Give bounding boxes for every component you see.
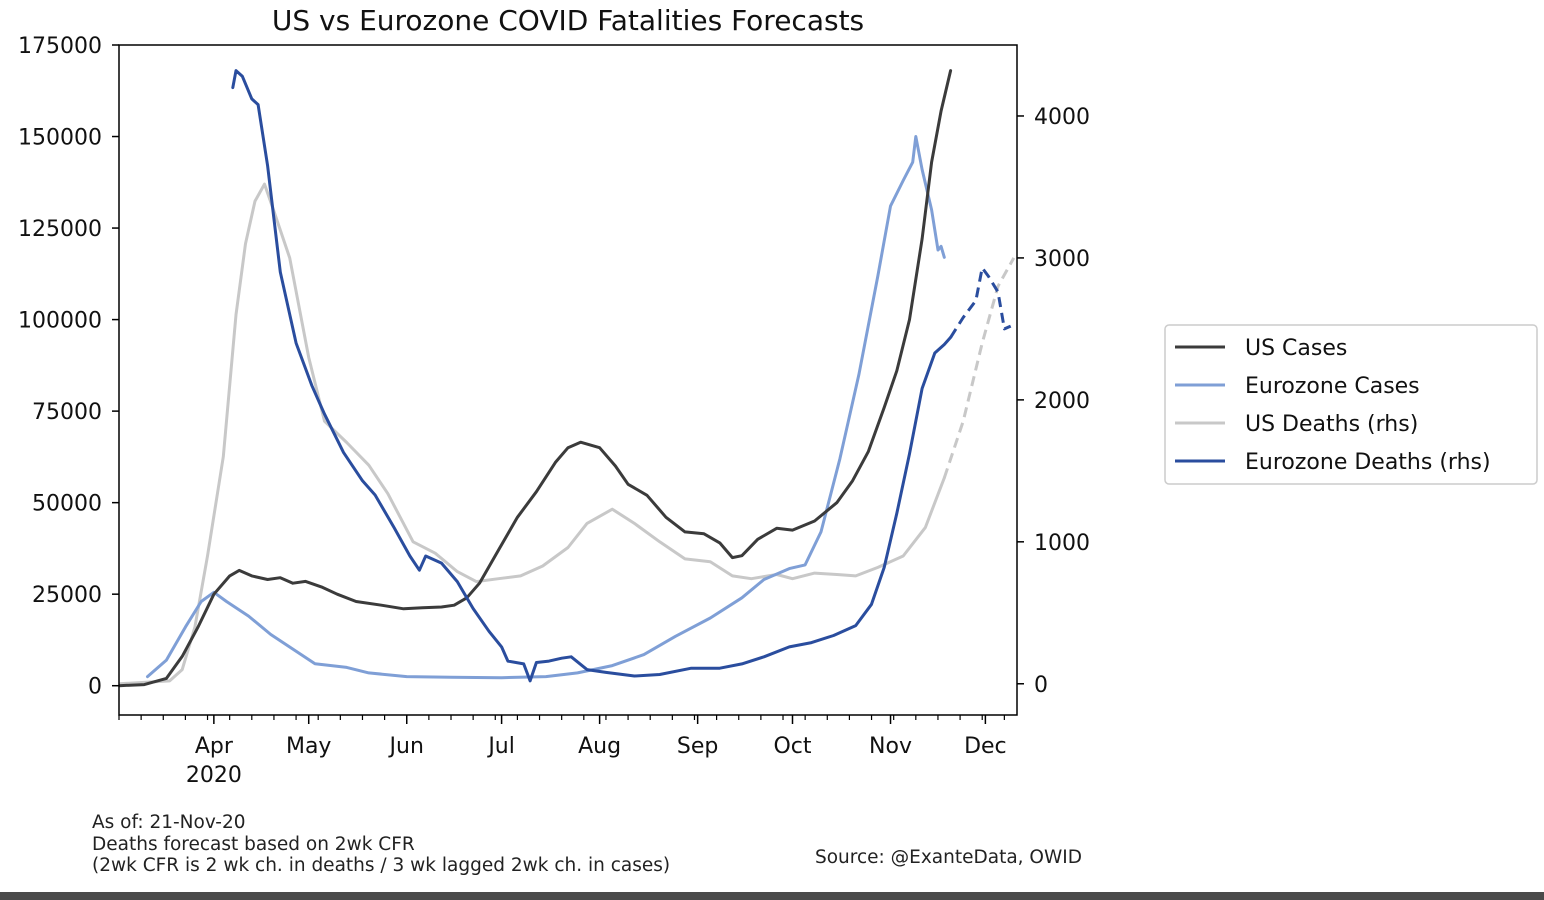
x-tick-label: Apr [195, 734, 234, 759]
x-tick-label: Aug [578, 734, 621, 759]
series-line-eurozone-cases [146, 135, 946, 680]
plot-frame [118, 44, 1018, 716]
x-tick-label: Jun [388, 734, 424, 759]
y-left-tick-label: 0 [88, 675, 102, 700]
note-as-of: As of: 21-Nov-20 [92, 812, 246, 833]
legend: US Cases Eurozone Cases US Deaths (rhs) Eur… [1164, 324, 1538, 485]
y-right-tick-label: 0 [1034, 673, 1048, 698]
y-left-tick-label: 150000 [18, 126, 102, 151]
y-left-tick-label: 125000 [18, 217, 102, 242]
y-left-tick-label: 25000 [32, 583, 102, 608]
legend-label-eurozone-deaths-rhs: Eurozone Deaths (rhs) [1245, 450, 1491, 475]
x-tick-label: Jul [486, 734, 515, 759]
series-line-eurozone-deaths-rhs [231, 69, 953, 683]
y-left-tick-label: 100000 [18, 309, 102, 334]
y-left-tick-label: 50000 [32, 492, 102, 517]
x-tick-label: Oct [773, 734, 811, 759]
source-note: Source: @ExanteData, OWID [815, 847, 1082, 868]
x-tick-year-label: 2020 [186, 763, 242, 788]
series-forecast-us-deaths-rhs [942, 257, 1016, 479]
chart-title: US vs Eurozone COVID Fatalities Forecast… [272, 4, 864, 37]
bottom-bar [0, 892, 1544, 900]
y-left-tick-label: 175000 [18, 34, 102, 59]
x-tick-label: Nov [869, 734, 912, 759]
x-tick-label: Dec [964, 734, 1007, 759]
y-left-tick-label: 75000 [32, 400, 102, 425]
y-right-tick-label: 3000 [1034, 247, 1090, 272]
series-forecast-eurozone-deaths-rhs [949, 266, 1012, 339]
note-forecast-method: Deaths forecast based on 2wk CFR [92, 833, 415, 855]
y-right-tick-label: 1000 [1034, 531, 1090, 556]
x-tick-label: May [286, 734, 331, 759]
y-right-tick-label: 4000 [1034, 105, 1090, 130]
legend-label-eurozone-cases: Eurozone Cases [1245, 374, 1420, 399]
chart-notes: As of: 21-Nov-20 Deaths forecast based o… [92, 812, 670, 877]
series-line-us-deaths-rhs [119, 182, 946, 686]
series-line-us-cases [119, 69, 953, 688]
series-group [119, 69, 1016, 688]
x-tick-label: Sep [677, 734, 718, 759]
note-cfr-definition: (2wk CFR is 2 wk ch. in deaths / 3 wk la… [92, 855, 671, 876]
legend-box [1164, 324, 1538, 485]
y-right-tick-label: 2000 [1034, 389, 1090, 414]
legend-label-us-deaths-rhs: US Deaths (rhs) [1245, 412, 1418, 437]
legend-label-us-cases: US Cases [1245, 336, 1347, 361]
